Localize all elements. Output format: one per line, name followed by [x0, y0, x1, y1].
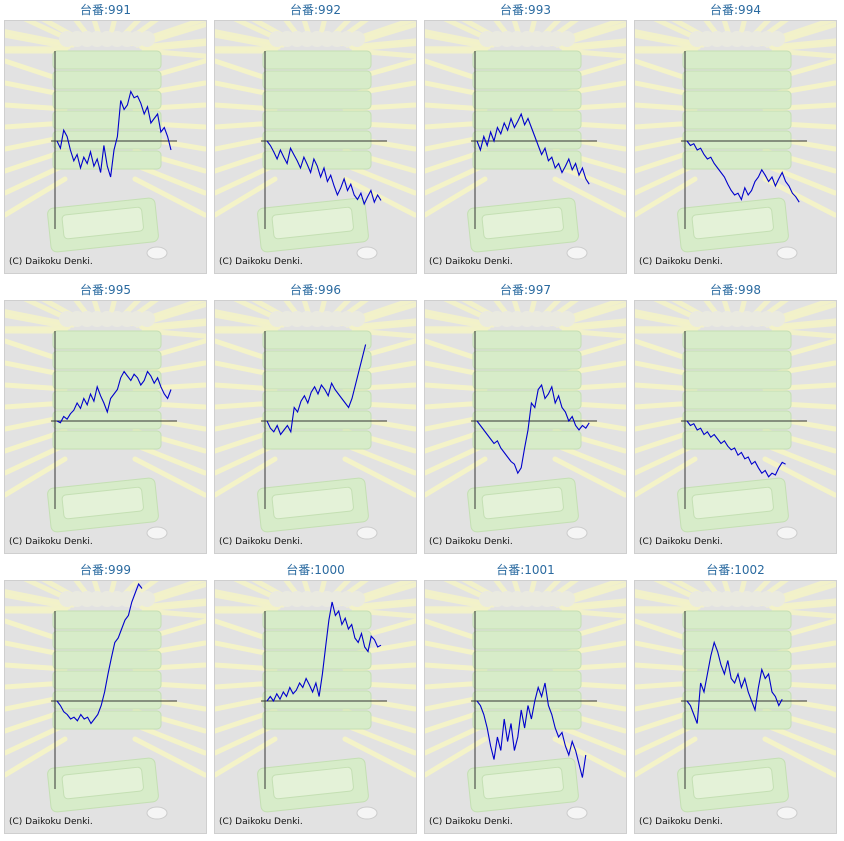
machine-background-art: [635, 581, 836, 820]
machine-number-title: 台番:992: [290, 3, 341, 17]
copyright-text: (C) Daikoku Denki.: [9, 537, 93, 547]
machine-background-art: [635, 21, 836, 260]
series-line: [56, 89, 172, 178]
series-line: [266, 140, 382, 206]
machine-chart-card: 台番:999 (C) Daikoku Denki.: [4, 560, 207, 836]
series-line: [686, 420, 786, 478]
copyright-text: (C) Daikoku Denki.: [429, 817, 513, 827]
machine-number-title: 台番:997: [500, 283, 551, 297]
machine-number-title: 台番:994: [710, 3, 761, 17]
chart-panel: (C) Daikoku Denki.: [424, 300, 627, 554]
machine-number-title: 台番:1001: [496, 563, 555, 577]
copyright-text: (C) Daikoku Denki.: [429, 257, 513, 267]
chart-panel: (C) Daikoku Denki.: [4, 20, 207, 274]
machine-number-title: 台番:1000: [286, 563, 345, 577]
chart-panel: (C) Daikoku Denki.: [424, 20, 627, 274]
slump-graph: [471, 611, 597, 789]
series-line: [476, 383, 590, 475]
slump-graph: [471, 51, 597, 229]
chart-panel: (C) Daikoku Denki.: [424, 580, 627, 834]
slump-graph: [681, 331, 807, 509]
machine-chart-card: 台番:995 (C) Daikoku Denki.: [4, 280, 207, 556]
machine-background-art: [5, 21, 206, 260]
copyright-text: (C) Daikoku Denki.: [639, 257, 723, 267]
machine-number-title: 台番:1002: [706, 563, 765, 577]
machine-chart-card: 台番:994 (C) Daikoku Denki.: [634, 0, 837, 276]
machine-number-title: 台番:999: [80, 563, 131, 577]
chart-panel: (C) Daikoku Denki.: [634, 580, 837, 834]
slump-graph: [261, 331, 387, 509]
machine-chart-card: 台番:1000 (C) Daikoku Denki.: [214, 560, 417, 836]
machine-number-title: 台番:996: [290, 283, 341, 297]
slump-graph: [471, 331, 597, 509]
machine-background-art: [5, 301, 206, 540]
series-line: [476, 112, 590, 185]
slump-graph: [261, 601, 387, 789]
copyright-text: (C) Daikoku Denki.: [219, 537, 303, 547]
series-line: [686, 640, 783, 724]
copyright-text: (C) Daikoku Denki.: [9, 257, 93, 267]
chart-panel: (C) Daikoku Denki.: [4, 300, 207, 554]
series-line: [266, 601, 382, 703]
series-line: [476, 682, 587, 778]
slump-graph: [261, 51, 387, 229]
copyright-text: (C) Daikoku Denki.: [9, 817, 93, 827]
machine-chart-card: 台番:1002 (C) Daikoku Denki.: [634, 560, 837, 836]
machine-chart-card: 台番:1001 (C) Daikoku Denki.: [424, 560, 627, 836]
copyright-text: (C) Daikoku Denki.: [219, 817, 303, 827]
copyright-text: (C) Daikoku Denki.: [219, 257, 303, 267]
copyright-text: (C) Daikoku Denki.: [639, 817, 723, 827]
machine-number-title: 台番:991: [80, 3, 131, 17]
machine-background-art: [635, 301, 836, 540]
machine-background-art: [425, 581, 626, 820]
machine-number-title: 台番:995: [80, 283, 131, 297]
slump-graph: [51, 582, 177, 789]
machine-chart-card: 台番:992 (C) Daikoku Denki.: [214, 0, 417, 276]
machine-number-title: 台番:998: [710, 283, 761, 297]
chart-panel: (C) Daikoku Denki.: [4, 580, 207, 834]
slump-graph: [51, 331, 177, 509]
machine-chart-card: 台番:996 (C) Daikoku Denki.: [214, 280, 417, 556]
series-line: [56, 582, 143, 725]
machine-background-art: [5, 581, 206, 820]
machine-chart-card: 台番:991 (C) Daikoku Denki.: [4, 0, 207, 276]
machine-chart-card: 台番:993 (C) Daikoku Denki.: [424, 0, 627, 276]
series-line: [266, 344, 367, 436]
slump-graph: [681, 51, 807, 229]
chart-panel: (C) Daikoku Denki.: [214, 580, 417, 834]
machine-background-art: [425, 301, 626, 540]
series-line: [56, 370, 172, 424]
chart-panel: (C) Daikoku Denki.: [214, 20, 417, 274]
slump-graph: [681, 611, 807, 789]
chart-panel: (C) Daikoku Denki.: [214, 300, 417, 554]
chart-panel: (C) Daikoku Denki.: [634, 300, 837, 554]
machine-chart-card: 台番:997 (C) Daikoku Denki.: [424, 280, 627, 556]
copyright-text: (C) Daikoku Denki.: [639, 537, 723, 547]
machine-number-title: 台番:993: [500, 3, 551, 17]
series-line: [686, 140, 800, 203]
chart-panel: (C) Daikoku Denki.: [634, 20, 837, 274]
copyright-text: (C) Daikoku Denki.: [429, 537, 513, 547]
slump-graph: [51, 51, 177, 229]
machine-chart-card: 台番:998 (C) Daikoku Denki.: [634, 280, 837, 556]
